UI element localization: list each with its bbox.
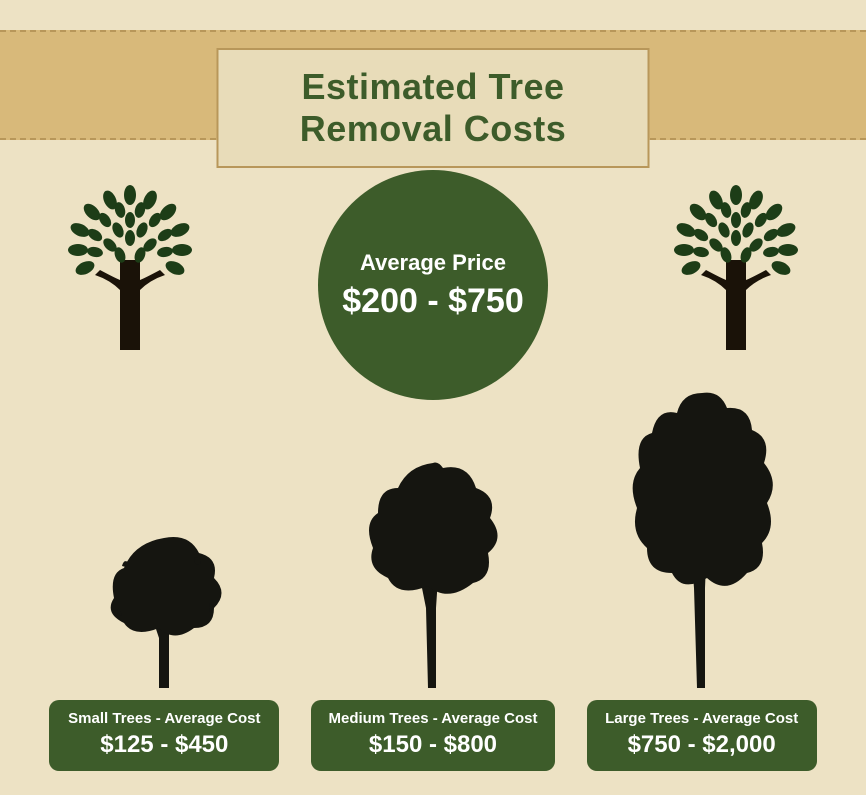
small-tree-icon bbox=[94, 528, 234, 688]
medium-tree-column: Medium Trees - Average Cost $150 - $800 bbox=[303, 458, 563, 771]
small-tree-column: Small Trees - Average Cost $125 - $450 bbox=[34, 528, 294, 771]
medium-tree-icon bbox=[358, 458, 508, 688]
medium-tree-label: Medium Trees - Average Cost bbox=[329, 710, 538, 727]
large-tree-pill: Large Trees - Average Cost $750 - $2,000 bbox=[587, 700, 817, 771]
small-tree-price: $125 - $450 bbox=[67, 731, 261, 759]
small-tree-pill: Small Trees - Average Cost $125 - $450 bbox=[49, 700, 279, 771]
medium-tree-price: $150 - $800 bbox=[329, 731, 538, 759]
average-price-label: Average Price bbox=[360, 250, 506, 276]
page-title: Estimated Tree Removal Costs bbox=[269, 66, 598, 150]
large-tree-price: $750 - $2,000 bbox=[605, 731, 799, 759]
decorative-tree-right-icon bbox=[656, 180, 816, 350]
title-box: Estimated Tree Removal Costs bbox=[217, 48, 650, 168]
categories-row: Small Trees - Average Cost $125 - $450 M… bbox=[0, 405, 866, 795]
medium-tree-pill: Medium Trees - Average Cost $150 - $800 bbox=[311, 700, 556, 771]
large-tree-column: Large Trees - Average Cost $750 - $2,000 bbox=[572, 388, 832, 771]
decorative-tree-left-icon bbox=[50, 180, 210, 350]
average-price-value: $200 - $750 bbox=[342, 282, 524, 321]
small-tree-label: Small Trees - Average Cost bbox=[67, 710, 261, 727]
large-tree-label: Large Trees - Average Cost bbox=[605, 710, 799, 727]
top-row: Average Price $200 - $750 bbox=[0, 180, 866, 410]
average-price-circle: Average Price $200 - $750 bbox=[318, 170, 548, 400]
large-tree-icon bbox=[622, 388, 782, 688]
